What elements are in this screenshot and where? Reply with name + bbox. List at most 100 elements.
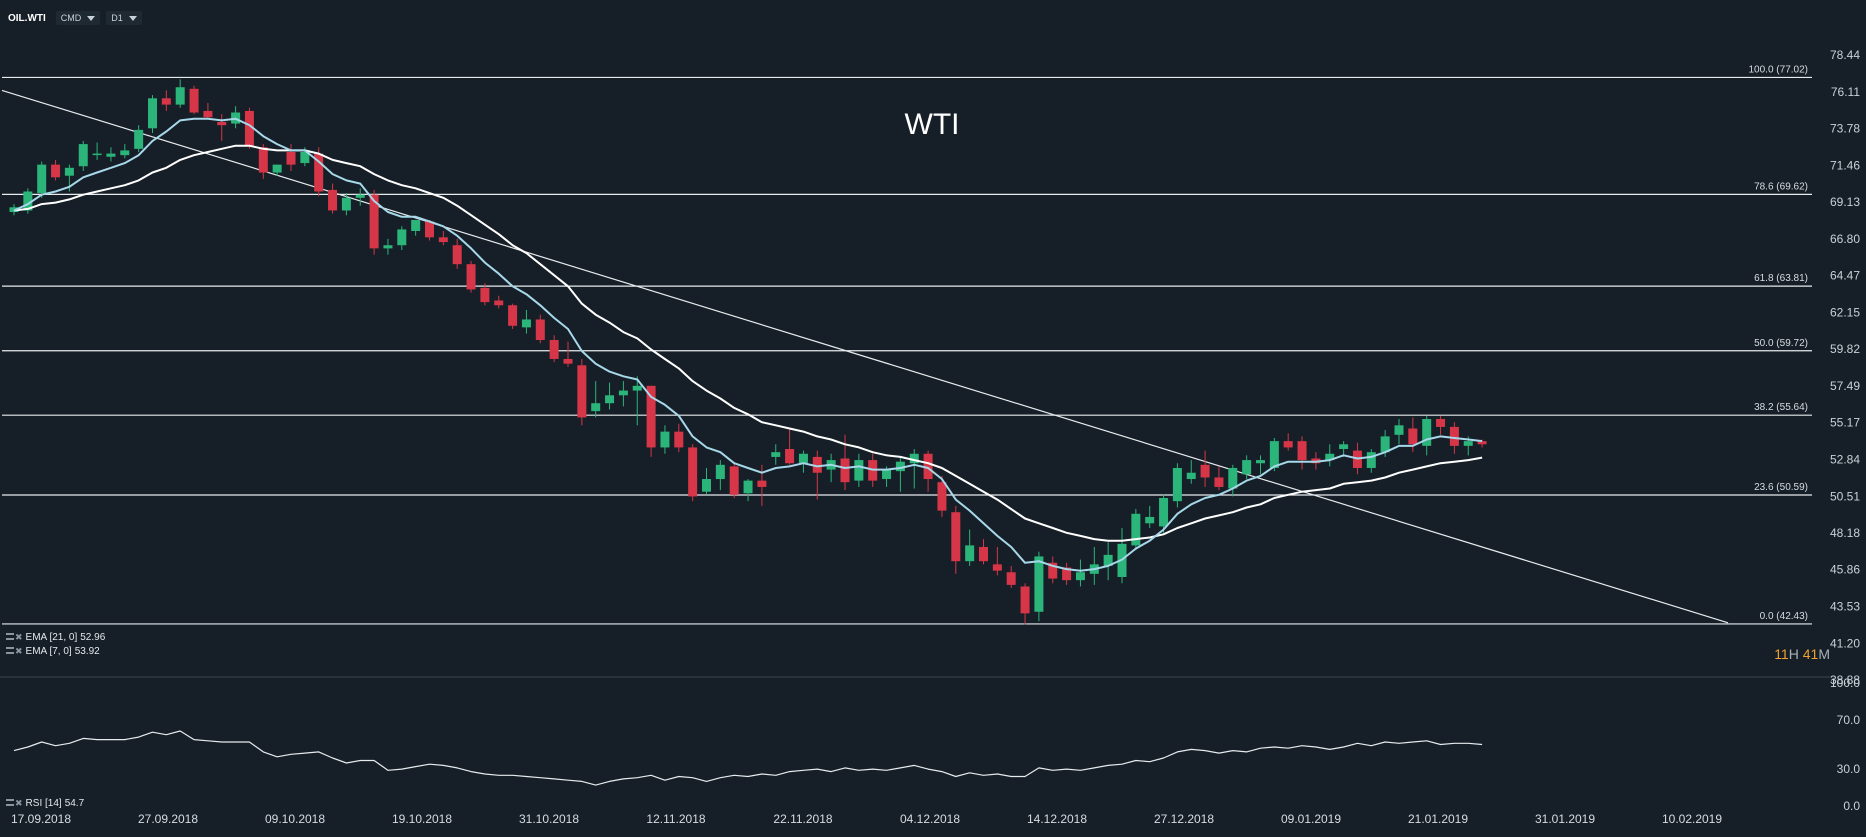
candle-body <box>1339 444 1349 450</box>
candle-body <box>272 164 282 173</box>
fib-level-label: 38.2 (55.64) <box>1754 402 1808 413</box>
candle-body <box>120 150 130 156</box>
candle <box>1408 417 1418 453</box>
candle <box>1242 455 1252 480</box>
candle <box>812 450 822 500</box>
ema7-value: 53.92 <box>74 646 100 657</box>
candle <box>1422 415 1432 456</box>
candle <box>688 444 698 502</box>
price-tick-label: 71.46 <box>1830 158 1860 172</box>
candle <box>1034 551 1044 622</box>
candle-body <box>1159 497 1169 527</box>
candle <box>189 85 199 115</box>
timeframe-dropdown[interactable]: D1 <box>106 11 142 25</box>
candle <box>341 193 351 216</box>
candle-body <box>660 431 670 448</box>
candle-body <box>715 464 725 480</box>
price-tick-label: 52.84 <box>1830 452 1860 466</box>
candle-body <box>1449 426 1459 446</box>
price-tick-label: 48.18 <box>1830 526 1860 540</box>
candle-body <box>605 395 615 404</box>
candle <box>1200 450 1210 487</box>
candle <box>106 147 116 162</box>
candle <box>51 159 61 181</box>
candle-body <box>383 245 393 249</box>
price-tick-label: 41.20 <box>1830 636 1860 650</box>
rsi-tick-label: 70.0 <box>1837 713 1861 727</box>
candle <box>1394 419 1404 445</box>
symbol-label[interactable]: OIL.WTI <box>8 12 46 24</box>
date-tick-label: 22.11.2018 <box>773 812 832 826</box>
candle-body <box>1186 472 1196 480</box>
close-icon[interactable]: ✖ <box>15 632 23 642</box>
candle <box>605 382 615 410</box>
price-tick-label: 73.78 <box>1830 122 1860 136</box>
candle <box>743 479 753 502</box>
chevron-down-icon <box>87 15 96 21</box>
candle-body <box>51 164 61 178</box>
candle <box>729 463 739 498</box>
price-tick-label: 38.88 <box>1830 673 1860 687</box>
candle <box>1228 464 1238 497</box>
candle-body <box>992 564 1002 571</box>
date-tick-label: 14.12.2018 <box>1027 812 1087 826</box>
candle-body <box>425 221 434 238</box>
candle <box>231 106 241 129</box>
candle <box>632 376 642 426</box>
candle-body <box>688 447 698 497</box>
close-icon[interactable]: ✖ <box>15 798 23 808</box>
list-icon[interactable] <box>6 633 14 640</box>
candle-body <box>1034 556 1044 612</box>
candle-body <box>674 431 684 448</box>
candle-body <box>1048 562 1058 579</box>
candle <box>535 314 545 344</box>
candle-body <box>1325 453 1335 461</box>
date-tick-label: 27.09.2018 <box>138 812 198 826</box>
ema7-legend: ✖ EMA [7, 0] 53.92 <box>6 646 100 657</box>
price-tick-label: 64.47 <box>1830 269 1860 283</box>
candle <box>1339 441 1349 457</box>
date-tick-label: 27.12.2018 <box>1154 812 1214 826</box>
candle <box>771 444 781 465</box>
candle <box>494 295 504 309</box>
candle <box>577 358 587 426</box>
fib-level-label: 100.0 (77.02) <box>1749 64 1809 75</box>
candle-body <box>203 110 213 118</box>
rsi-value: 54.7 <box>64 798 85 809</box>
timeframe-label: D1 <box>111 13 123 23</box>
candle-body <box>37 164 47 194</box>
instrument-type-dropdown[interactable]: CMD <box>55 11 101 25</box>
candle-body <box>1200 464 1210 478</box>
ema7-label: EMA [7, 0] <box>25 646 72 657</box>
candle-body <box>923 453 933 480</box>
candle-body <box>840 458 850 483</box>
date-tick-label: 17.09.2018 <box>11 812 71 826</box>
date-tick-label: 31.01.2019 <box>1535 812 1595 826</box>
candle-body <box>549 340 559 359</box>
candle <box>937 475 947 517</box>
list-icon[interactable] <box>6 799 14 806</box>
candle-body <box>1062 567 1072 581</box>
candle <box>591 381 601 418</box>
price-tick-label: 66.80 <box>1830 232 1860 246</box>
candle <box>480 283 490 306</box>
candle <box>1103 542 1113 581</box>
date-tick-label: 31.10.2018 <box>519 812 579 826</box>
countdown-h-unit: H <box>1788 646 1799 662</box>
fib-level-label: 23.6 (50.59) <box>1754 482 1808 493</box>
candle-body <box>743 480 753 494</box>
candle-body <box>1242 460 1252 475</box>
rsi-tick-label: 100.0 <box>1830 676 1860 690</box>
candle-body <box>508 305 518 326</box>
list-icon[interactable] <box>6 647 14 654</box>
candle-body <box>1463 441 1473 446</box>
price-tick-label: 45.86 <box>1830 563 1860 577</box>
candle <box>979 539 988 565</box>
toolbar: OIL.WTI CMD D1 <box>8 11 142 25</box>
date-tick-label: 04.12.2018 <box>900 812 960 826</box>
candle-body <box>258 147 268 173</box>
candle-body <box>64 167 74 176</box>
candle-body <box>729 466 739 495</box>
close-icon[interactable]: ✖ <box>15 646 23 656</box>
